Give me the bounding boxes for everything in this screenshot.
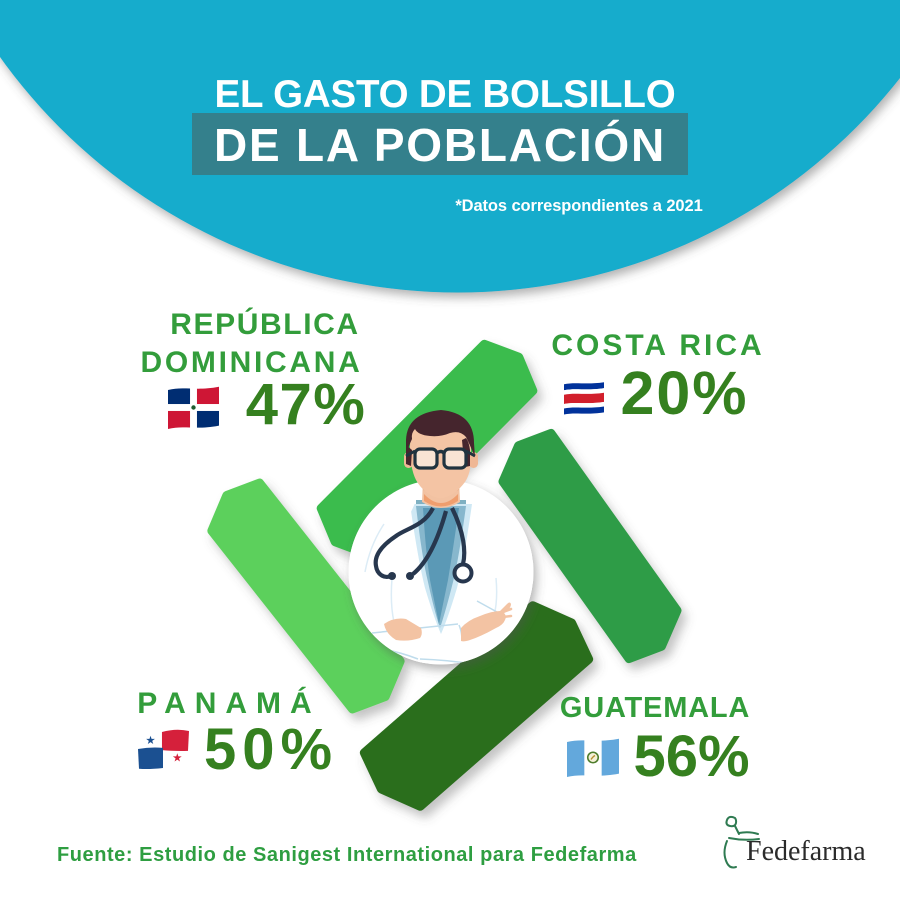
svg-text:56%: 56%	[633, 724, 749, 789]
svg-text:DE LA POBLACIÓN: DE LA POBLACIÓN	[214, 119, 666, 171]
svg-text:★: ★	[172, 753, 182, 765]
svg-text:COSTA RICA: COSTA RICA	[551, 329, 764, 362]
svg-text:*Datos correspondientes a 2021: *Datos correspondientes a 2021	[455, 197, 702, 215]
svg-text:50%: 50%	[204, 717, 338, 782]
svg-text:47%: 47%	[246, 372, 367, 437]
svg-text:20%: 20%	[620, 359, 748, 427]
svg-text:EL GASTO DE BOLSILLO: EL GASTO DE BOLSILLO	[215, 73, 676, 116]
svg-text:GUATEMALA: GUATEMALA	[560, 692, 750, 724]
svg-text:★: ★	[145, 735, 155, 747]
svg-text:Fuente: Estudio de Sanigest In: Fuente: Estudio de Sanigest Internationa…	[57, 844, 637, 866]
svg-text:DOMINICANA: DOMINICANA	[141, 346, 363, 379]
svg-text:PANAMÁ: PANAMÁ	[137, 686, 320, 720]
svg-text:Fedefarma: Fedefarma	[746, 836, 866, 867]
svg-text:REPÚBLICA: REPÚBLICA	[170, 307, 359, 341]
